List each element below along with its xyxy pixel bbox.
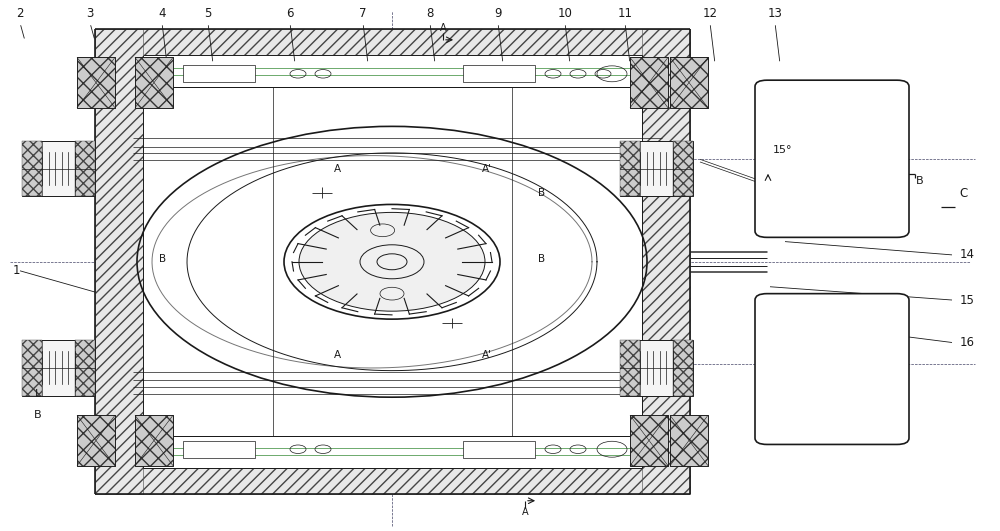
Bar bbox=[670, 57, 708, 108]
Bar bbox=[77, 415, 115, 466]
Bar bbox=[620, 340, 640, 396]
Text: 5: 5 bbox=[204, 7, 212, 20]
Bar bbox=[22, 141, 42, 196]
Bar bbox=[135, 57, 173, 108]
Bar bbox=[463, 65, 535, 82]
Bar bbox=[670, 415, 708, 466]
Bar bbox=[620, 141, 640, 196]
Text: B: B bbox=[159, 254, 167, 264]
Text: 10: 10 bbox=[558, 7, 572, 20]
Bar bbox=[670, 415, 708, 466]
Bar bbox=[22, 141, 95, 196]
Text: 11: 11 bbox=[618, 7, 633, 20]
Text: 16: 16 bbox=[960, 336, 974, 349]
Text: A: A bbox=[440, 23, 446, 33]
Bar bbox=[630, 415, 668, 466]
Text: 15°: 15° bbox=[773, 145, 793, 155]
Bar bbox=[183, 65, 255, 82]
Text: 7: 7 bbox=[359, 7, 367, 20]
Bar bbox=[135, 415, 173, 466]
Bar bbox=[673, 340, 693, 396]
Bar bbox=[135, 57, 173, 108]
Text: L: L bbox=[35, 389, 41, 399]
Bar bbox=[620, 141, 693, 196]
Bar bbox=[183, 441, 255, 458]
Bar bbox=[95, 29, 143, 494]
Text: A: A bbox=[333, 350, 341, 359]
Bar bbox=[630, 415, 668, 466]
Bar bbox=[75, 141, 95, 196]
Text: 15: 15 bbox=[960, 294, 974, 306]
Text: 4: 4 bbox=[158, 7, 166, 20]
Bar bbox=[22, 340, 42, 396]
Circle shape bbox=[299, 212, 485, 311]
Text: 3: 3 bbox=[86, 7, 94, 20]
Bar bbox=[95, 29, 690, 55]
Bar bbox=[463, 441, 535, 458]
Text: 14: 14 bbox=[960, 249, 974, 261]
FancyBboxPatch shape bbox=[755, 80, 909, 237]
Text: A': A' bbox=[482, 350, 492, 359]
Bar bbox=[77, 415, 115, 466]
Text: 6: 6 bbox=[286, 7, 294, 20]
Text: 1: 1 bbox=[12, 264, 20, 277]
Bar bbox=[630, 57, 668, 108]
FancyBboxPatch shape bbox=[755, 294, 909, 444]
Text: 8: 8 bbox=[426, 7, 434, 20]
Text: B: B bbox=[538, 254, 546, 264]
Bar bbox=[95, 468, 690, 494]
Text: A: A bbox=[522, 507, 528, 517]
Bar bbox=[75, 340, 95, 396]
Bar bbox=[630, 57, 668, 108]
Text: B: B bbox=[538, 188, 546, 198]
Text: 12: 12 bbox=[702, 7, 718, 20]
Bar bbox=[642, 29, 690, 494]
Text: C: C bbox=[959, 187, 967, 200]
Text: 2: 2 bbox=[16, 7, 24, 20]
Bar bbox=[77, 57, 115, 108]
Text: 9: 9 bbox=[494, 7, 502, 20]
Bar bbox=[135, 415, 173, 466]
Bar bbox=[620, 340, 693, 396]
Text: 13: 13 bbox=[768, 7, 782, 20]
Text: B: B bbox=[916, 176, 924, 185]
Text: A': A' bbox=[482, 164, 492, 174]
Bar bbox=[22, 340, 95, 396]
Bar bbox=[670, 57, 708, 108]
Bar bbox=[673, 141, 693, 196]
Text: A: A bbox=[333, 164, 341, 174]
Text: B: B bbox=[34, 410, 42, 420]
Bar bbox=[143, 55, 642, 468]
Bar bbox=[77, 57, 115, 108]
